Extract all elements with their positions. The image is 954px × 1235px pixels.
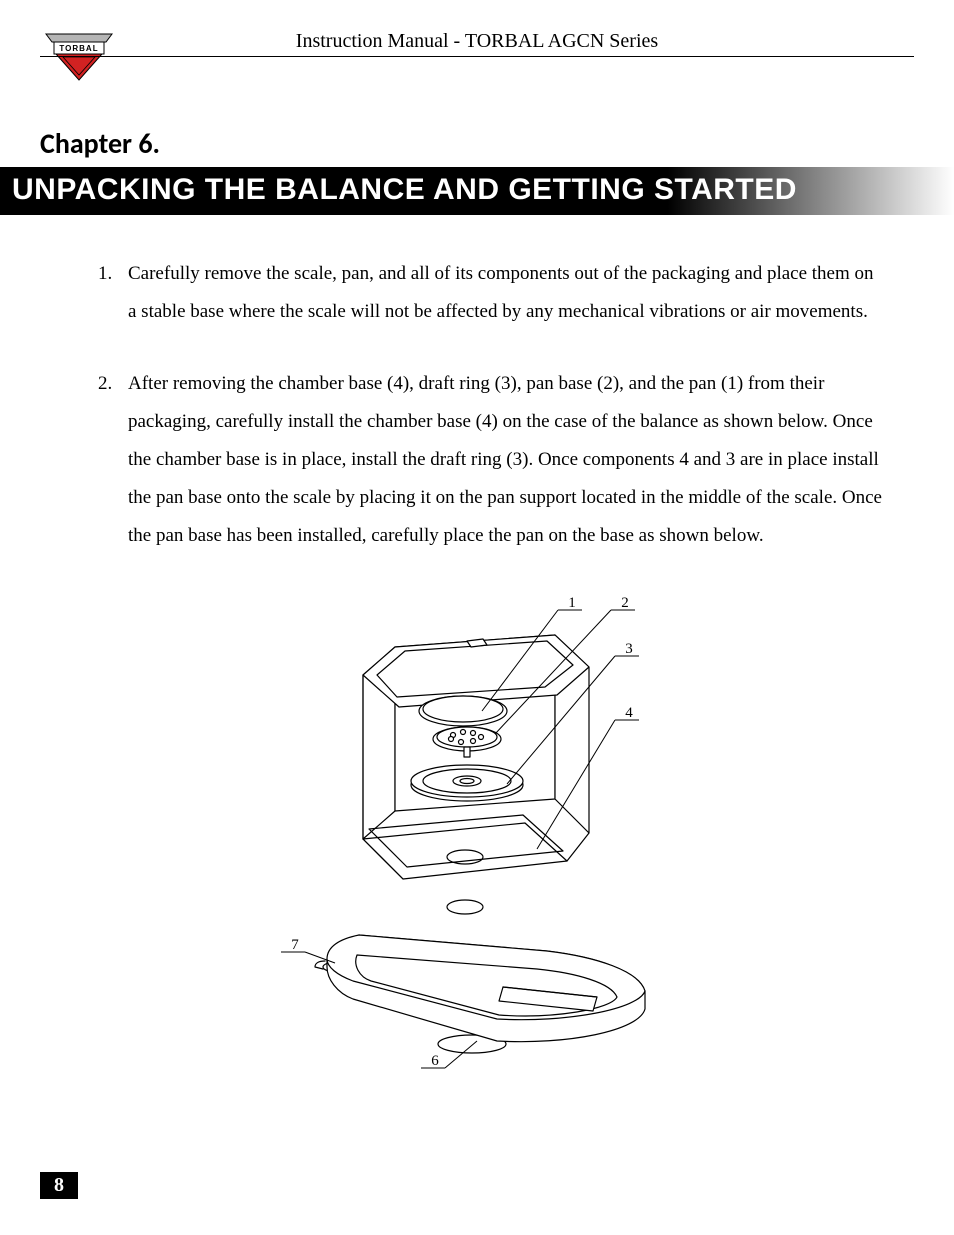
callout-label: 7: [291, 937, 299, 953]
balance-diagram-icon: 1 2 3 4 6 7: [267, 589, 687, 1089]
list-item: 2. After removing the chamber base (4), …: [98, 365, 884, 555]
list-text: After removing the chamber base (4), dra…: [128, 365, 884, 555]
callout-label: 3: [625, 641, 633, 657]
header-title: Instruction Manual - TORBAL AGCN Series: [40, 30, 914, 53]
list-text: Carefully remove the scale, pan, and all…: [128, 255, 884, 331]
callout-label: 1: [568, 595, 576, 611]
figure-container: 1 2 3 4 6 7: [40, 589, 914, 1089]
instruction-list: 1. Carefully remove the scale, pan, and …: [98, 255, 884, 555]
chapter-label: Chapter 6.: [40, 126, 914, 161]
header-rule: [40, 56, 914, 57]
list-item: 1. Carefully remove the scale, pan, and …: [98, 255, 884, 331]
list-number: 1.: [98, 255, 128, 331]
callout-label: 2: [621, 595, 629, 611]
page-header: TORBAL Instruction Manual - TORBAL AGCN …: [40, 30, 914, 90]
chapter-banner: UNPACKING THE BALANCE AND GETTING STARTE…: [0, 167, 954, 215]
callout-label: 6: [431, 1053, 439, 1069]
list-number: 2.: [98, 365, 128, 555]
page-number: 8: [40, 1172, 78, 1199]
page: TORBAL Instruction Manual - TORBAL AGCN …: [0, 0, 954, 1235]
callout-label: 4: [625, 705, 633, 721]
